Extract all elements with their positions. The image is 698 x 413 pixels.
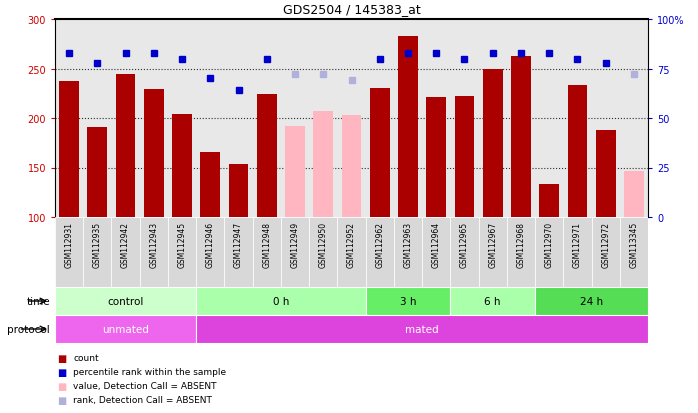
Bar — [140, 218, 168, 287]
Bar — [591, 218, 620, 287]
Bar — [144, 90, 164, 218]
Bar — [366, 287, 450, 315]
Text: GSM112967: GSM112967 — [488, 221, 497, 267]
Bar — [87, 128, 107, 218]
Text: GSM112952: GSM112952 — [347, 221, 356, 267]
Text: GSM112972: GSM112972 — [601, 221, 610, 267]
Bar — [112, 218, 140, 287]
Text: GSM112964: GSM112964 — [432, 221, 440, 267]
Bar — [450, 287, 535, 315]
Text: GSM112962: GSM112962 — [376, 221, 384, 267]
Text: GSM112949: GSM112949 — [290, 221, 299, 267]
Bar — [116, 75, 135, 218]
Bar — [229, 164, 248, 218]
Text: value, Detection Call = ABSENT: value, Detection Call = ABSENT — [73, 382, 216, 391]
Bar — [196, 287, 366, 315]
Bar — [483, 70, 503, 218]
Text: unmated: unmated — [102, 324, 149, 334]
Bar — [370, 89, 389, 218]
Text: 24 h: 24 h — [580, 296, 603, 306]
Bar — [540, 185, 559, 218]
Bar — [196, 218, 225, 287]
Text: GSM112968: GSM112968 — [517, 221, 526, 267]
Text: control: control — [107, 296, 144, 306]
Bar — [479, 218, 507, 287]
Text: ■: ■ — [57, 353, 66, 363]
Text: GSM112931: GSM112931 — [65, 221, 73, 267]
Bar — [200, 152, 220, 218]
Text: 6 h: 6 h — [484, 296, 501, 306]
Text: GSM112947: GSM112947 — [234, 221, 243, 267]
Bar — [454, 97, 475, 218]
Bar — [83, 218, 112, 287]
Bar — [225, 218, 253, 287]
Text: time: time — [27, 296, 50, 306]
Bar — [511, 57, 530, 218]
Text: ■: ■ — [57, 367, 66, 377]
Text: 3 h: 3 h — [400, 296, 416, 306]
Bar — [366, 218, 394, 287]
Bar — [563, 218, 591, 287]
Text: 0 h: 0 h — [273, 296, 289, 306]
Bar — [172, 115, 192, 218]
Bar — [567, 86, 587, 218]
Text: GSM113345: GSM113345 — [630, 221, 639, 267]
Text: GSM112971: GSM112971 — [573, 221, 582, 267]
Bar — [59, 82, 79, 218]
Text: GSM112946: GSM112946 — [206, 221, 215, 267]
Text: GSM112935: GSM112935 — [93, 221, 102, 267]
Bar — [422, 218, 450, 287]
Bar — [257, 95, 276, 218]
Text: GSM112965: GSM112965 — [460, 221, 469, 267]
Bar — [596, 131, 616, 218]
Bar — [253, 218, 281, 287]
Bar — [337, 218, 366, 287]
Bar — [535, 218, 563, 287]
Bar — [196, 315, 648, 343]
Bar — [55, 218, 83, 287]
Text: GSM112963: GSM112963 — [403, 221, 413, 267]
Text: ■: ■ — [57, 395, 66, 405]
Bar — [55, 315, 196, 343]
Text: GSM112942: GSM112942 — [121, 221, 130, 267]
Bar — [450, 218, 479, 287]
Text: ■: ■ — [57, 381, 66, 391]
Text: GSM112943: GSM112943 — [149, 221, 158, 267]
Bar — [620, 218, 648, 287]
Bar — [624, 172, 644, 218]
Text: percentile rank within the sample: percentile rank within the sample — [73, 368, 226, 377]
Text: GSM112945: GSM112945 — [177, 221, 186, 267]
Bar — [394, 218, 422, 287]
Bar — [507, 218, 535, 287]
Bar — [398, 37, 418, 218]
Bar — [168, 218, 196, 287]
Text: GDS2504 / 145383_at: GDS2504 / 145383_at — [283, 3, 420, 16]
Text: GSM112950: GSM112950 — [319, 221, 328, 267]
Bar — [426, 98, 446, 218]
Text: count: count — [73, 354, 98, 363]
Bar — [55, 287, 196, 315]
Text: mated: mated — [406, 324, 439, 334]
Text: protocol: protocol — [7, 324, 50, 334]
Bar — [535, 287, 648, 315]
Bar — [341, 116, 362, 218]
Bar — [285, 127, 305, 218]
Bar — [309, 218, 337, 287]
Bar — [313, 112, 333, 218]
Text: rank, Detection Call = ABSENT: rank, Detection Call = ABSENT — [73, 396, 212, 404]
Bar — [281, 218, 309, 287]
Text: GSM112970: GSM112970 — [544, 221, 554, 267]
Text: GSM112948: GSM112948 — [262, 221, 272, 267]
